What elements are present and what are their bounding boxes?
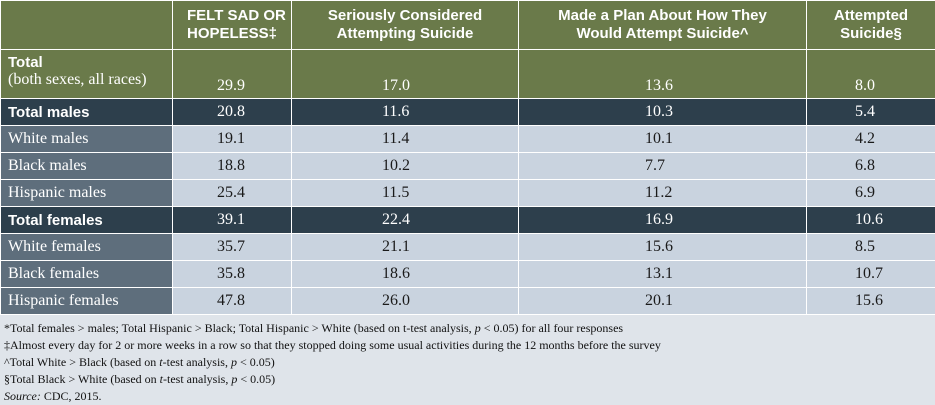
cell-value: 6.8: [807, 153, 935, 180]
cell-value: 11.6: [292, 99, 519, 126]
cell-value: 35.8: [173, 261, 292, 288]
cell-value: 47.8: [173, 288, 292, 315]
row-label: Hispanic males: [1, 180, 173, 207]
cell-value: 19.1: [173, 126, 292, 153]
cell-value: 13.6: [519, 50, 807, 99]
row-label: White females: [1, 234, 173, 261]
cell-value: 22.4: [292, 207, 519, 234]
cell-value: 10.2: [292, 153, 519, 180]
table-row: Hispanic males 25.4 11.5 11.2 6.9: [1, 180, 935, 207]
table-footnotes: *Total females > males; Total Hispanic >…: [0, 316, 935, 404]
table-row: Black males 18.8 10.2 7.7 6.8: [1, 153, 935, 180]
corner-cell: [1, 1, 173, 50]
cell-value: 11.2: [519, 180, 807, 207]
cell-value: 10.1: [519, 126, 807, 153]
table-row: Black females 35.8 18.6 13.1 10.7: [1, 261, 935, 288]
cell-value: 11.5: [292, 180, 519, 207]
row-label: Black females: [1, 261, 173, 288]
cell-value: 25.4: [173, 180, 292, 207]
cell-value: 29.9: [173, 50, 292, 99]
cell-value: 8.0: [807, 50, 935, 99]
cell-value: 13.1: [519, 261, 807, 288]
cell-value: 18.8: [173, 153, 292, 180]
cell-value: 6.9: [807, 180, 935, 207]
footnote-attempted: §Total Black > White (based on t-test an…: [4, 371, 935, 388]
footnote-significance: *Total females > males; Total Hispanic >…: [4, 320, 935, 337]
table-row: White females 35.7 21.1 15.6 8.5: [1, 234, 935, 261]
cell-value: 20.1: [519, 288, 807, 315]
cell-value: 11.4: [292, 126, 519, 153]
row-label: Black males: [1, 153, 173, 180]
cell-value: 17.0: [292, 50, 519, 99]
cell-value: 10.7: [807, 261, 935, 288]
footnote-felt-sad: ‡Almost every day for 2 or more weeks in…: [4, 337, 935, 354]
cell-value: 20.8: [173, 99, 292, 126]
table-row-total: Total(both sexes, all races) 29.9 17.0 1…: [1, 50, 935, 99]
footnote-made-plan: ^Total White > Black (based on t-test an…: [4, 354, 935, 371]
cell-value: 18.6: [292, 261, 519, 288]
table-row: Hispanic females 47.8 26.0 20.1 15.6: [1, 288, 935, 315]
cell-value: 15.6: [519, 234, 807, 261]
cell-value: 4.2: [807, 126, 935, 153]
row-label: Total males: [1, 99, 173, 126]
cell-value: 10.6: [807, 207, 935, 234]
row-label: Hispanic females: [1, 288, 173, 315]
cell-value: 10.3: [519, 99, 807, 126]
cell-value: 15.6: [807, 288, 935, 315]
row-label: White males: [1, 126, 173, 153]
cell-value: 21.1: [292, 234, 519, 261]
table-row: Total males 20.8 11.6 10.3 5.4: [1, 99, 935, 126]
cell-value: 26.0: [292, 288, 519, 315]
row-label: Total females: [1, 207, 173, 234]
row-label: Total(both sexes, all races): [1, 50, 173, 99]
table-row: Total females 39.1 22.4 16.9 10.6: [1, 207, 935, 234]
table-row: White males 19.1 11.4 10.1 4.2: [1, 126, 935, 153]
source-line: Source: CDC, 2015.: [4, 388, 935, 405]
cell-value: 5.4: [807, 99, 935, 126]
cell-value: 8.5: [807, 234, 935, 261]
cell-value: 16.9: [519, 207, 807, 234]
cell-value: 7.7: [519, 153, 807, 180]
cell-value: 39.1: [173, 207, 292, 234]
cell-value: 35.7: [173, 234, 292, 261]
